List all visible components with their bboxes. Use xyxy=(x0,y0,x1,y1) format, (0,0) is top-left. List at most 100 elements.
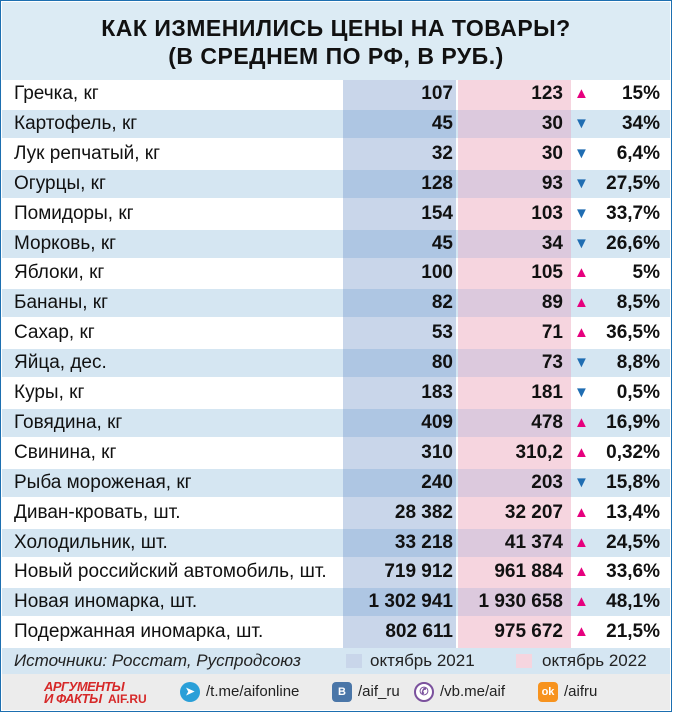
price-2022: 71 xyxy=(541,322,563,343)
table-row: Рыба мороженая, кг 240 203 ▼ 15,8% xyxy=(2,469,670,497)
price-2022: 89 xyxy=(541,292,563,313)
triangle-up-icon: ▲ xyxy=(574,504,589,521)
change-percent: 16,9% xyxy=(606,412,660,433)
price-2022: 73 xyxy=(541,352,563,373)
vk-link[interactable]: B/aif_ru xyxy=(332,682,400,703)
row-band-2021 xyxy=(343,588,456,616)
row-band xyxy=(2,529,670,557)
legend-label-2021: октябрь 2021 xyxy=(370,651,475,670)
triangle-down-icon: ▼ xyxy=(574,354,589,371)
row-band-2022 xyxy=(458,469,571,497)
change-percent: 27,5% xyxy=(606,173,660,194)
change-percent: 15% xyxy=(621,83,660,104)
row-band xyxy=(2,588,670,616)
brand-bar: АРГУМЕНТЫ И ФАКТЫ AIF.RU ➤ /t.me/aifonlin… xyxy=(2,674,670,710)
table-row: Гречка, кг 107 123 ▲ 15% xyxy=(2,80,670,108)
product-name: Сахар, кг xyxy=(14,322,95,343)
row-band-2022 xyxy=(458,588,571,616)
legend-swatch-2021 xyxy=(346,654,362,668)
triangle-up-icon: ▲ xyxy=(574,414,589,431)
product-name: Холодильник, шт. xyxy=(14,532,168,553)
price-2021: 719 912 xyxy=(384,561,453,582)
table-row: Бананы, кг 82 89 ▲ 8,5% xyxy=(2,289,670,317)
table-row: Яйца, дес. 80 73 ▼ 8,8% xyxy=(2,349,670,377)
price-2021: 154 xyxy=(421,203,453,224)
change-percent: 33,7% xyxy=(606,203,660,224)
change-percent: 36,5% xyxy=(606,322,660,343)
product-name: Яйца, дес. xyxy=(14,352,107,373)
product-name: Гречка, кг xyxy=(14,83,99,104)
price-2022: 310,2 xyxy=(515,442,563,463)
change-percent: 13,4% xyxy=(606,502,660,523)
price-2021: 82 xyxy=(431,292,453,313)
logo-site: AIF.RU xyxy=(108,692,147,706)
viber-link[interactable]: ✆ /vb.me/aif xyxy=(414,682,506,703)
row-band-2021 xyxy=(343,170,456,198)
table-row: Морковь, кг 45 34 ▼ 26,6% xyxy=(2,230,670,258)
row-band-2021 xyxy=(343,409,456,437)
price-2022: 93 xyxy=(541,173,563,194)
price-2021: 45 xyxy=(431,233,453,254)
row-band xyxy=(2,289,670,317)
change-percent: 21,5% xyxy=(606,621,660,642)
change-percent: 0,32% xyxy=(606,442,660,463)
price-2021: 240 xyxy=(421,472,453,493)
legend-swatch-2022 xyxy=(516,654,532,668)
row-band-2021 xyxy=(343,230,456,258)
product-name: Рыба мороженая, кг xyxy=(14,472,192,493)
triangle-up-icon: ▲ xyxy=(574,593,589,610)
change-percent: 8,5% xyxy=(616,292,660,313)
table-row: Новый российский автомобиль, шт. 719 912 9… xyxy=(2,558,670,586)
price-2022: 961 884 xyxy=(494,561,563,582)
triangle-down-icon: ▼ xyxy=(574,145,589,162)
product-name: Подержанная иномарка, шт. xyxy=(14,621,264,642)
price-2021: 1 302 941 xyxy=(368,591,453,612)
telegram-link[interactable]: ➤ /t.me/aifonline xyxy=(180,682,299,703)
table-row: Новая иномарка, шт. 1 302 941 1 930 658 ▲ 48… xyxy=(2,588,670,616)
change-percent: 48,1% xyxy=(606,591,660,612)
table-row: Сахар, кг 53 71 ▲ 36,5% xyxy=(2,319,670,347)
triangle-down-icon: ▼ xyxy=(574,205,589,222)
price-2022: 181 xyxy=(531,382,563,403)
price-2021: 802 611 xyxy=(385,621,453,642)
row-band-2022 xyxy=(458,349,571,377)
row-band-2021 xyxy=(343,469,456,497)
viber-handle: /vb.me/aif xyxy=(440,683,506,700)
price-2022: 41 374 xyxy=(504,532,563,553)
product-name: Куры, кг xyxy=(14,382,85,403)
price-2022: 203 xyxy=(531,472,563,493)
change-percent: 34% xyxy=(621,113,660,134)
product-name: Свинина, кг xyxy=(14,442,117,463)
triangle-up-icon: ▲ xyxy=(574,444,589,461)
price-2021: 310 xyxy=(421,442,453,463)
row-band-2022 xyxy=(458,230,571,258)
row-band-2022 xyxy=(458,409,571,437)
triangle-down-icon: ▼ xyxy=(574,384,589,401)
product-name: Диван-кровать, шт. xyxy=(14,502,181,523)
price-2022: 34 xyxy=(541,233,563,254)
price-2021: 80 xyxy=(431,352,453,373)
triangle-up-icon: ▲ xyxy=(574,85,589,102)
product-name: Бананы, кг xyxy=(14,292,109,313)
odnoklassniki-icon: ok xyxy=(538,682,558,703)
table-row: Говядина, кг 409 478 ▲ 16,9% xyxy=(2,409,670,437)
table-row: Куры, кг 183 181 ▼ 0,5% xyxy=(2,379,670,407)
product-name: Говядина, кг xyxy=(14,412,123,433)
price-2021: 32 xyxy=(431,143,453,164)
price-2022: 478 xyxy=(531,412,563,433)
price-2022: 30 xyxy=(541,143,563,164)
table-row: Картофель, кг 45 30 ▼ 34% xyxy=(2,110,670,138)
price-2021: 33 218 xyxy=(394,532,453,553)
telegram-icon: ➤ xyxy=(180,682,200,703)
table-row: Холодильник, шт. 33 218 41 374 ▲ 24,5% xyxy=(2,529,670,557)
ok-link[interactable]: ok/aifru xyxy=(538,682,597,703)
logo-line-1: АРГУМЕНТЫ xyxy=(44,679,125,694)
aif-logo[interactable]: АРГУМЕНТЫ И ФАКТЫ AIF.RU xyxy=(44,679,159,706)
page-title: КАК ИЗМЕНИЛИСЬ ЦЕНЫ НА ТОВАРЫ? (В СРЕДНЕ… xyxy=(2,2,670,80)
source-note: Источники: Росстат, Руспродсоюз xyxy=(14,651,301,670)
triangle-down-icon: ▼ xyxy=(574,235,589,252)
product-name: Лук репчатый, кг xyxy=(14,143,161,164)
triangle-up-icon: ▲ xyxy=(574,534,589,551)
change-percent: 8,8% xyxy=(616,352,660,373)
price-2021: 28 382 xyxy=(394,502,453,523)
